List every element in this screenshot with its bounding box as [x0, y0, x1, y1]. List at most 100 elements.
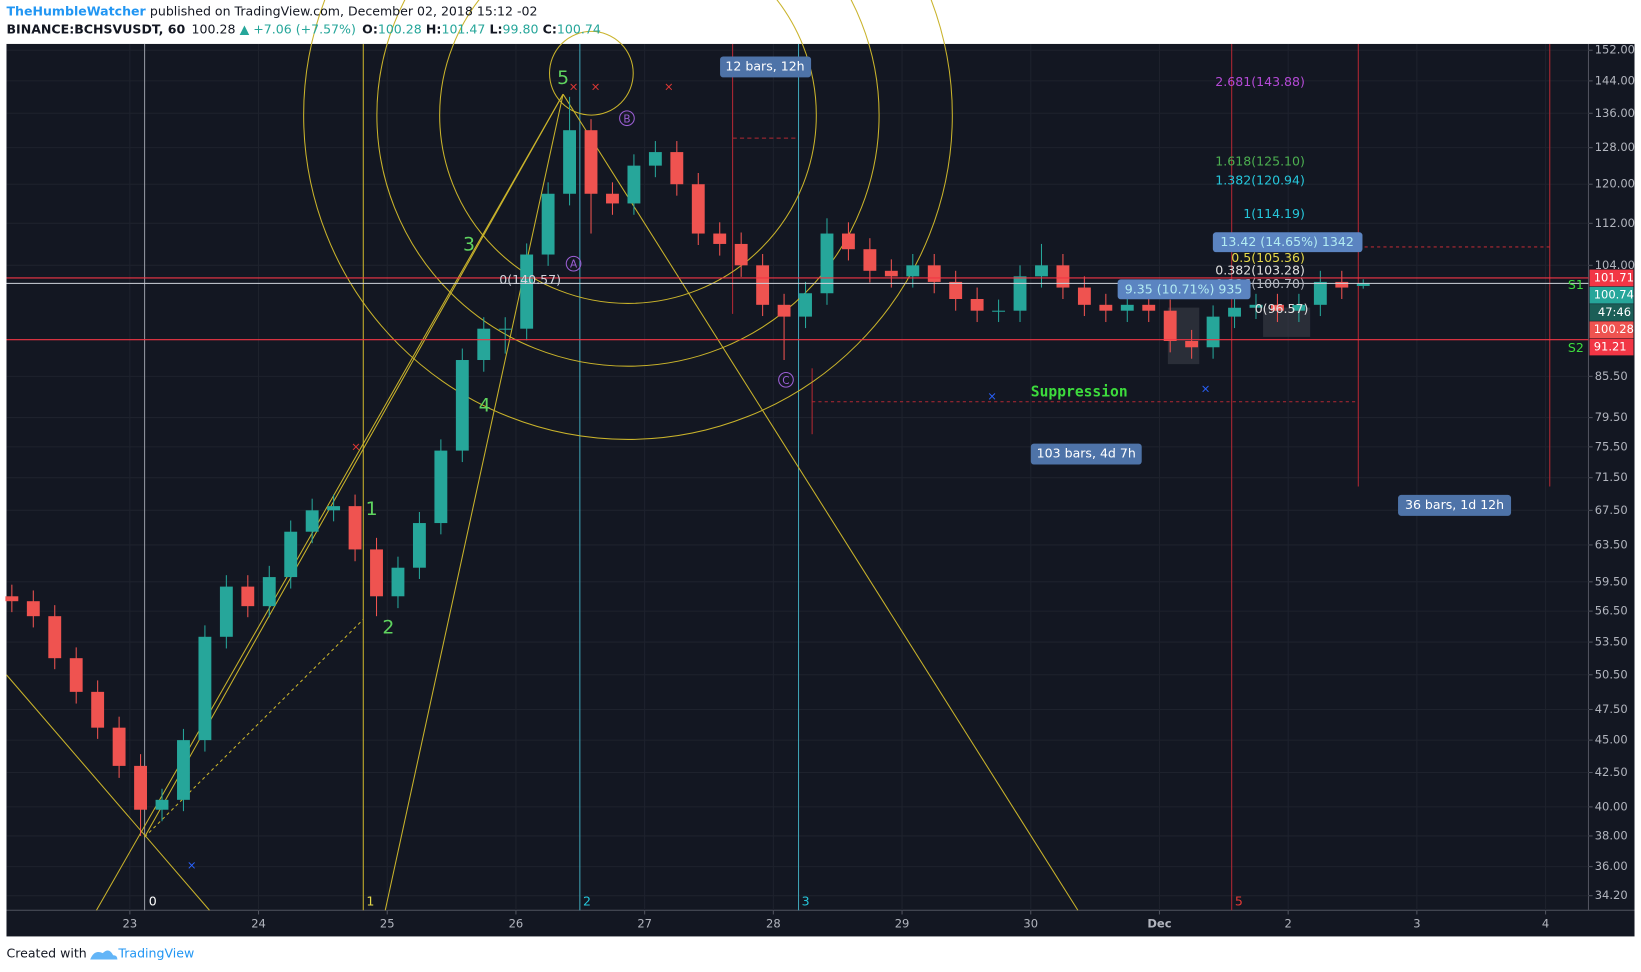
y-tick-label: 56.50: [1595, 604, 1628, 618]
y-tick-label: 120.00: [1595, 177, 1635, 191]
y-tick-label: 45.00: [1595, 733, 1628, 747]
candle-body: [327, 506, 341, 511]
candle-body: [1292, 304, 1306, 311]
candle-body: [1142, 304, 1156, 311]
x-tick-label: 29: [895, 916, 910, 930]
abc-circle: [778, 371, 794, 388]
range-boxes: 12 bars, 12h 103 bars, 4d 7h 36 bars, 1d…: [720, 56, 1512, 516]
candle-body: [5, 596, 19, 602]
y-tick-label: 47.50: [1595, 702, 1628, 716]
y-tick-label: 144.00: [1595, 73, 1635, 87]
range-box: [1030, 443, 1142, 465]
x-tick-label: 30: [1023, 916, 1038, 930]
abc-circle: [619, 110, 635, 127]
candle-body: [906, 265, 920, 277]
candle-body: [863, 249, 877, 271]
candle-body: [91, 691, 105, 728]
candle-body: [648, 152, 662, 166]
x-tick-label: 4: [1542, 916, 1549, 930]
y-tick-label: 40.00: [1595, 799, 1628, 813]
cross-marker: ×: [1201, 382, 1211, 396]
fib-label: 0(96.57): [1255, 301, 1309, 316]
candle-body: [455, 360, 469, 451]
cycle-label: 5: [1235, 893, 1243, 908]
trend-line: [96, 93, 564, 911]
trend-line: [144, 619, 364, 838]
abc-label: A: [570, 259, 578, 271]
candle-body: [412, 523, 426, 568]
fib-circle: [439, 0, 817, 304]
fib-label: 0.5(105.36): [1231, 250, 1305, 265]
wave-label: 4: [479, 395, 491, 416]
ohlc-key: O:: [362, 21, 378, 36]
support-label: S2: [1568, 340, 1584, 355]
cross-marker: ×: [987, 389, 997, 403]
axes: 152.00144.00136.00128.00120.00112.00104.…: [123, 43, 1635, 931]
cycle-label: 2: [583, 893, 591, 908]
range-label: 103 bars, 4d 7h: [1037, 446, 1136, 461]
fib-label: 1(114.19): [1243, 206, 1305, 221]
y-tick-label: 36.00: [1595, 859, 1628, 873]
x-tick-label: 26: [509, 916, 524, 930]
candle-body: [970, 299, 984, 311]
candle-body: [670, 152, 684, 185]
abc-label: C: [782, 375, 789, 387]
author: TheHumbleWatcher published on TradingView…: [6, 3, 537, 18]
footer-brand[interactable]: TradingView: [117, 946, 194, 961]
last-price: 100.28: [192, 21, 236, 36]
candle-body: [112, 727, 126, 766]
candle-body: [134, 765, 147, 810]
wave-label: 5: [557, 68, 569, 89]
candle-body: [1099, 304, 1113, 311]
cycle-label: 0: [149, 893, 157, 908]
y-tick-label: 59.50: [1595, 574, 1628, 588]
price-label-box: [1589, 269, 1634, 287]
candle-body: [284, 531, 298, 578]
price-label: 100.74: [1594, 288, 1634, 302]
symbol: BINANCE:BCHSVUSDT, 60: [6, 21, 185, 36]
candle-body: [48, 616, 62, 659]
range-label: 9.35 (10.71%) 935: [1125, 281, 1243, 296]
cycle-labels: 0 1 2 3 5: [149, 893, 1243, 908]
candle-body: [927, 265, 941, 282]
candle-body: [1228, 307, 1241, 317]
y-tick-label: 34.20: [1595, 888, 1628, 902]
candle-body: [1056, 265, 1070, 288]
fib-label: 1.618(125.10): [1215, 154, 1305, 169]
candle-body: [841, 233, 855, 250]
candle-body: [799, 293, 812, 317]
x-tick-label: 27: [637, 916, 652, 930]
candles: [5, 96, 1589, 836]
footer-created: Created with: [6, 946, 86, 961]
footer: Created with TradingView: [6, 946, 194, 961]
ohlc-value: 100.28: [378, 21, 422, 36]
candle-body: [777, 304, 791, 317]
candle-body: [348, 506, 362, 550]
x-tick-label: 2: [1285, 916, 1292, 930]
wave-label: 3: [463, 234, 475, 255]
y-tick-label: 152.00: [1595, 43, 1635, 57]
candle-body: [756, 265, 770, 305]
y-tick-label: 42.50: [1595, 765, 1628, 779]
ohlc-key: L:: [490, 21, 503, 36]
candle-body: [241, 586, 255, 607]
candle-body: [1206, 316, 1220, 348]
candle-body: [992, 310, 1006, 312]
price-label-box: [1589, 286, 1634, 304]
candle-body: [1013, 276, 1027, 311]
y-tick-label: 85.50: [1595, 369, 1628, 383]
trend-line: [144, 93, 564, 838]
wave-label: 1: [366, 499, 378, 520]
y-tick-label: 136.00: [1595, 106, 1635, 120]
fib-circle: [303, 0, 953, 440]
candle-body: [584, 130, 598, 194]
fib-label: 1.382(120.94): [1215, 173, 1305, 188]
ohlc-value: 101.47: [441, 21, 485, 36]
fib-label: 0.382(103.28): [1215, 262, 1305, 277]
y-tick-label: 63.50: [1595, 537, 1628, 551]
candle-body: [541, 193, 555, 255]
symbol-line: BINANCE:BCHSVUSDT, 60 100.28 ▲ +7.06 (+7.5…: [6, 21, 600, 36]
author-name[interactable]: TheHumbleWatcher: [6, 3, 146, 18]
